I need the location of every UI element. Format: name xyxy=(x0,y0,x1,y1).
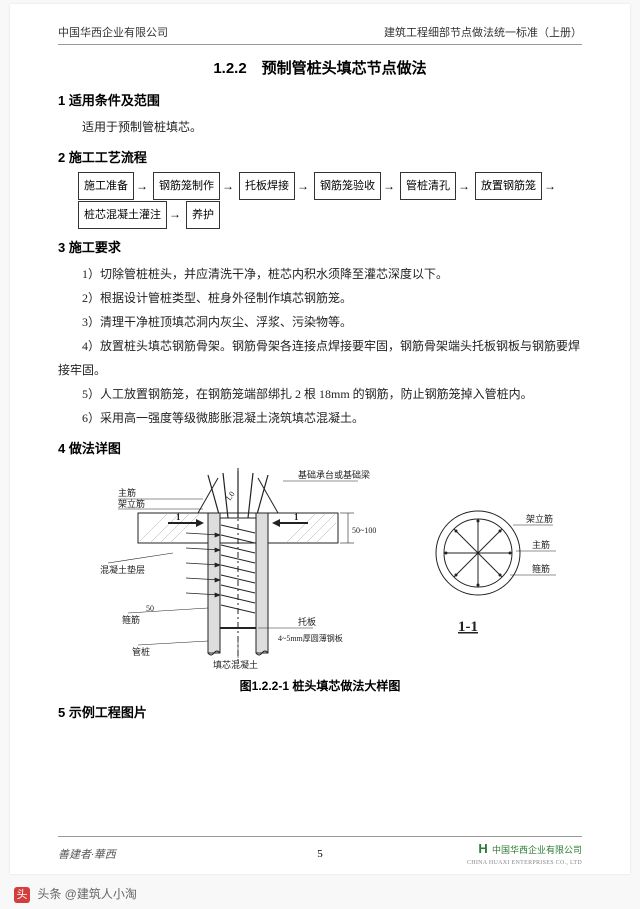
req-item: 2）根据设计管桩类型、桩身外径制作填芯钢筋笼。 xyxy=(58,286,582,310)
svg-text:架立筋: 架立筋 xyxy=(526,513,553,524)
heading-5: 5 示例工程图片 xyxy=(58,702,582,721)
footer-left: 善建者·華西 xyxy=(58,846,116,862)
svg-text:架立筋: 架立筋 xyxy=(118,498,145,509)
header-right: 建筑工程细部节点做法统一标准（上册） xyxy=(384,24,582,40)
figure-caption: 图1.2.2-1 桩头填芯做法大样图 xyxy=(58,677,582,694)
process-flow: 施工准备→ 钢筋笼制作→ 托板焊接→ 钢筋笼验收→ 管桩清孔→ 放置钢筋笼→ 桩… xyxy=(78,172,582,229)
svg-text:50~100: 50~100 xyxy=(352,526,376,535)
page-header: 中国华西企业有限公司 建筑工程细部节点做法统一标准（上册） xyxy=(58,24,582,45)
toutiao-icon: 头 xyxy=(14,887,30,903)
svg-text:填芯混凝土: 填芯混凝土 xyxy=(213,659,258,670)
page-number: 5 xyxy=(317,848,323,860)
svg-text:1-1: 1-1 xyxy=(458,619,478,635)
svg-text:基础承台或基础梁: 基础承台或基础梁 xyxy=(298,469,370,480)
section-view-icon: 架立筋 主筋 箍筋 1-1 xyxy=(436,511,556,635)
diagram-svg: 主筋 架立筋 混凝土垫层 箍筋 管桩 填芯混凝土 托板 4~5mm厚圆薄钢板 基… xyxy=(58,463,582,673)
cross-section-icon: 主筋 架立筋 混凝土垫层 箍筋 管桩 填芯混凝土 托板 4~5mm厚圆薄钢板 基… xyxy=(100,468,376,670)
svg-text:管桩: 管桩 xyxy=(132,646,150,657)
flow-step: 放置钢筋笼 xyxy=(475,172,542,200)
flow-arrow-icon: → xyxy=(456,173,472,199)
footer-company: 中国华西企业有限公司 xyxy=(492,845,582,855)
diagram: 主筋 架立筋 混凝土垫层 箍筋 管桩 填芯混凝土 托板 4~5mm厚圆薄钢板 基… xyxy=(58,463,582,673)
heading-4: 4 做法详图 xyxy=(58,438,582,457)
flow-step: 钢筋笼制作 xyxy=(153,172,220,200)
flow-arrow-icon: → xyxy=(542,173,558,199)
svg-text:1: 1 xyxy=(294,512,299,522)
svg-text:托板: 托板 xyxy=(298,616,316,627)
footer-right: H 中国华西企业有限公司 CHINA HUAXI ENTERPRISES CO.… xyxy=(467,841,582,866)
svg-text:主筋: 主筋 xyxy=(118,487,136,498)
svg-text:50: 50 xyxy=(146,604,154,613)
req-item: 6）采用高一强度等级微膨胀混凝土浇筑填芯混凝土。 xyxy=(58,406,582,430)
text-1: 适用于预制管桩填芯。 xyxy=(58,115,582,139)
req-item: 4）放置桩头填芯钢筋骨架。钢筋骨架各连接点焊接要牢固，钢筋骨架端头托板钢板与钢筋… xyxy=(58,334,582,382)
section-title: 1.2.2 预制管桩头填芯节点做法 xyxy=(58,57,582,78)
svg-text:主筋: 主筋 xyxy=(532,539,550,550)
credit-text: 头条 @建筑人小淘 xyxy=(37,887,137,901)
footer-company-en: CHINA HUAXI ENTERPRISES CO., LTD xyxy=(467,860,582,866)
svg-text:1: 1 xyxy=(176,512,181,522)
page: 中国华西企业有限公司 建筑工程细部节点做法统一标准（上册） 1.2.2 预制管桩… xyxy=(10,4,630,874)
header-left: 中国华西企业有限公司 xyxy=(58,24,168,40)
flow-step: 管桩清孔 xyxy=(400,172,456,200)
flow-arrow-icon: → xyxy=(167,201,183,227)
flow-arrow-icon: → xyxy=(295,173,311,199)
svg-text:箍筋: 箍筋 xyxy=(122,614,140,625)
flow-arrow-icon: → xyxy=(220,173,236,199)
svg-text:混凝土垫层: 混凝土垫层 xyxy=(100,564,145,575)
req-item: 5）人工放置钢筋笼，在钢筋笼端部绑扎 2 根 18mm 的钢筋，防止钢筋笼掉入管… xyxy=(58,382,582,406)
flow-arrow-icon: → xyxy=(381,173,397,199)
heading-3: 3 施工要求 xyxy=(58,237,582,256)
svg-text:箍筋: 箍筋 xyxy=(532,563,550,574)
heading-2: 2 施工工艺流程 xyxy=(58,147,582,166)
flow-step: 施工准备 xyxy=(78,172,134,200)
flow-step: 养护 xyxy=(186,201,220,229)
flow-step: 钢筋笼验收 xyxy=(314,172,381,200)
svg-text:4~5mm厚圆薄钢板: 4~5mm厚圆薄钢板 xyxy=(278,633,343,643)
page-footer: 善建者·華西 5 H 中国华西企业有限公司 CHINA HUAXI ENTERP… xyxy=(58,836,582,866)
heading-1: 1 适用条件及范围 xyxy=(58,90,582,109)
logo-icon: H xyxy=(478,841,487,856)
req-item: 3）清理干净桩顶填芯洞内灰尘、浮浆、污染物等。 xyxy=(58,310,582,334)
flow-arrow-icon: → xyxy=(134,173,150,199)
watermark-credit: 头 头条 @建筑人小淘 xyxy=(14,885,137,903)
flow-step: 桩芯混凝土灌注 xyxy=(78,201,167,229)
req-item: 1）切除管桩桩头，并应清洗干净，桩芯内积水须降至灌芯深度以下。 xyxy=(58,262,582,286)
flow-step: 托板焊接 xyxy=(239,172,295,200)
